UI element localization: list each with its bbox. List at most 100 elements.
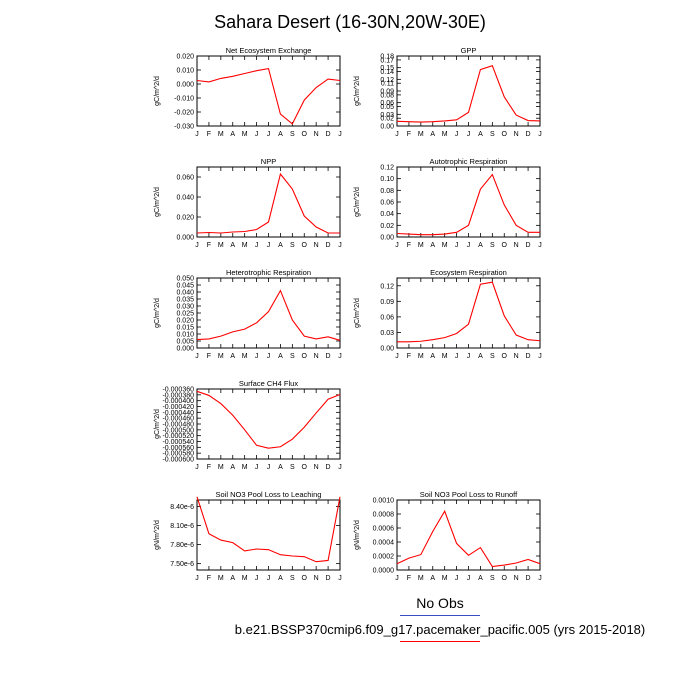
y-tick-label: 0.02 — [380, 223, 394, 230]
series-line — [196, 390, 341, 449]
y-tick-label: 0.11 — [381, 81, 394, 88]
x-tick-label: M — [418, 575, 424, 582]
x-tick-label: A — [230, 242, 235, 249]
y-tick-label: -0.000580 — [162, 451, 194, 458]
x-tick-label: O — [502, 575, 508, 582]
x-tick-label: J — [267, 575, 271, 582]
x-tick-label: A — [478, 242, 483, 249]
y-tick-label: 8.10e-6 — [170, 523, 194, 530]
y-tick-label: 7.80e-6 — [170, 542, 194, 549]
plot-frame — [196, 166, 341, 238]
x-tick-label: A — [478, 131, 483, 138]
x-tick-label: M — [418, 242, 424, 249]
panel-title: NPP — [261, 157, 276, 166]
x-tick-label: N — [514, 575, 519, 582]
chart-panel-0: Net Ecosystem Exchange gC/m^2/d -0.030 -0.0… — [154, 46, 342, 138]
legend-no-obs-label: No Obs — [416, 595, 464, 611]
y-tick-label: 8.40e-6 — [170, 504, 194, 511]
x-tick-label: M — [218, 353, 224, 360]
x-tick-label: N — [314, 131, 319, 138]
y-tick-label: 0.005 — [176, 339, 194, 346]
y-tick-label: 0.035 — [176, 297, 194, 304]
y-tick-label: 0.040 — [176, 195, 194, 202]
chart-panel-1: GPPgC/m^2/d0.000.020.030.050.060.080.090… — [354, 46, 542, 138]
x-tick-label: A — [278, 353, 283, 360]
y-axis-label: gN/m^2/d — [154, 520, 161, 550]
x-tick-label: J — [467, 131, 471, 138]
x-tick-label: J — [255, 242, 259, 249]
y-tick-label: -0.000460 — [162, 416, 194, 423]
x-tick-label: J — [538, 353, 542, 360]
x-tick-label: J — [538, 575, 542, 582]
x-tick-label: J — [455, 242, 459, 249]
y-tick-label: 0.015 — [176, 325, 194, 332]
y-tick-label: 0.0004 — [373, 540, 395, 547]
x-tick-label: A — [230, 131, 235, 138]
y-tick-label: 0.0006 — [373, 526, 395, 533]
y-tick-label: 0.06 — [380, 100, 394, 107]
y-tick-label: -0.000540 — [162, 439, 194, 446]
x-tick-label: M — [218, 464, 224, 471]
chart-panel-4: Heterotrophic RespirationgC/m^2/d0.0000.… — [154, 268, 342, 360]
series-line — [396, 509, 541, 568]
y-tick-label: 0.17 — [380, 57, 394, 64]
x-tick-label: F — [207, 464, 211, 471]
y-tick-label: 0.020 — [176, 54, 194, 61]
x-tick-label: O — [302, 464, 308, 471]
x-tick-label: N — [314, 242, 319, 249]
x-tick-label: M — [442, 242, 448, 249]
y-tick-label: 0.0002 — [373, 554, 395, 561]
y-tick-label: -0.000380 — [162, 392, 194, 399]
x-tick-label: F — [407, 131, 411, 138]
x-tick-label: J — [338, 242, 342, 249]
y-tick-label: 0.010 — [176, 68, 194, 75]
y-tick-label: 0.08 — [380, 188, 394, 195]
panel-title: Soil NO3 Pool Loss to Leaching — [216, 490, 322, 499]
y-tick-label: -0.000420 — [162, 404, 194, 411]
x-tick-label: N — [314, 575, 319, 582]
y-tick-label: 0.030 — [176, 304, 194, 311]
x-tick-label: M — [218, 242, 224, 249]
panel-title: Soil NO3 Pool Loss to Runoff — [420, 490, 518, 499]
y-axis-label: gC/m^2/d — [354, 187, 361, 217]
x-tick-label: A — [430, 242, 435, 249]
y-tick-label: 0.0008 — [373, 512, 395, 519]
panel-title: GPP — [461, 46, 477, 55]
y-tick-label: -0.000500 — [162, 427, 194, 434]
x-tick-label: J — [267, 464, 271, 471]
y-tick-label: 0.04 — [380, 211, 394, 218]
x-tick-label: J — [338, 464, 342, 471]
series-line — [196, 172, 340, 234]
x-tick-label: M — [242, 353, 248, 360]
x-tick-label: J — [338, 131, 342, 138]
x-tick-label: J — [255, 464, 259, 471]
x-tick-label: J — [195, 575, 199, 582]
x-tick-label: J — [395, 242, 399, 249]
x-tick-label: F — [207, 353, 211, 360]
y-tick-label: 0.000 — [176, 346, 194, 353]
y-tick-label: 0.050 — [176, 276, 194, 283]
x-tick-label: J — [267, 131, 271, 138]
x-tick-label: O — [502, 242, 508, 249]
x-tick-label: F — [207, 131, 211, 138]
y-tick-label: 0.025 — [176, 311, 194, 318]
x-tick-label: M — [242, 464, 248, 471]
plot-frame — [196, 277, 341, 349]
series-line — [196, 289, 341, 341]
x-tick-label: D — [326, 131, 331, 138]
y-tick-label: 0.12 — [380, 165, 394, 172]
x-tick-label: J — [538, 242, 542, 249]
series-line — [396, 173, 540, 236]
y-tick-label: 0.08 — [380, 92, 394, 99]
y-tick-label: 0.020 — [176, 318, 194, 325]
x-tick-label: O — [502, 131, 508, 138]
y-tick-label: 0.09 — [380, 89, 394, 96]
x-tick-label: A — [230, 464, 235, 471]
x-tick-label: A — [230, 353, 235, 360]
x-tick-label: N — [314, 464, 319, 471]
y-tick-label: 0.12 — [380, 283, 394, 290]
x-tick-label: A — [278, 464, 283, 471]
y-tick-label: -0.030 — [174, 124, 194, 131]
legend-run-line — [400, 641, 480, 642]
